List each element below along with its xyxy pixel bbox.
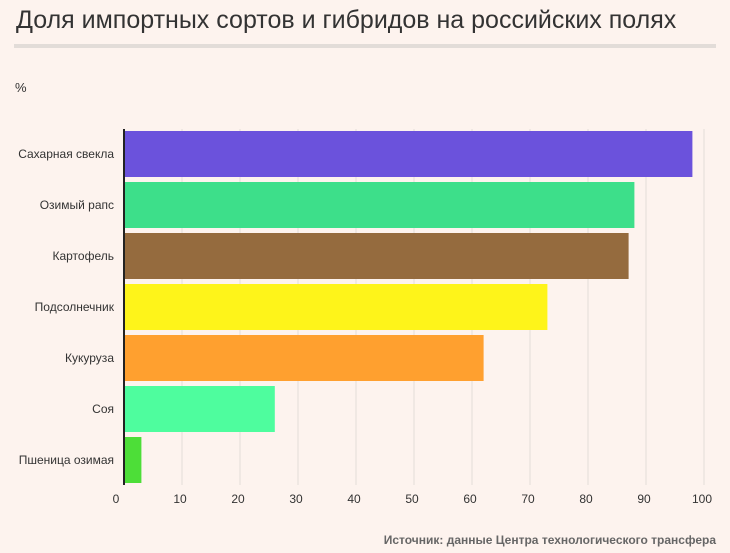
bar	[124, 284, 548, 330]
x-tick-label: 50	[405, 492, 419, 506]
x-tick-label: 100	[692, 492, 712, 506]
x-tick-label: 40	[347, 492, 361, 506]
x-tick-label: 60	[463, 492, 477, 506]
chart-title: Доля импортных сортов и гибридов на росс…	[16, 6, 677, 34]
title-divider	[14, 44, 716, 48]
x-tick-labels: 0 10 20 30 40 50 60 70 80 90 100	[113, 492, 713, 506]
x-tick-label: 10	[173, 492, 187, 506]
source-note: Источник: данные Центра технологического…	[383, 533, 716, 547]
x-tick-label: 90	[637, 492, 651, 506]
bar	[124, 335, 484, 381]
category-labels: Сахарная свекла Озимый рапс Картофель Подсо…	[18, 147, 115, 467]
category-label: Пшеница озимая	[19, 453, 114, 467]
bar	[124, 131, 693, 177]
category-label: Картофель	[52, 249, 114, 263]
bar	[124, 233, 629, 279]
bars	[124, 131, 693, 483]
category-label: Подсолнечник	[35, 300, 115, 314]
bar	[124, 386, 275, 432]
category-label: Кукуруза	[65, 351, 114, 365]
category-label: Озимый рапс	[40, 198, 114, 212]
bar	[124, 182, 635, 228]
x-tick-label: 30	[289, 492, 303, 506]
bar	[124, 437, 142, 483]
x-tick-label: 80	[579, 492, 593, 506]
category-label: Сахарная свекла	[18, 147, 114, 161]
x-tick-label: 0	[113, 492, 120, 506]
x-tick-label: 20	[231, 492, 245, 506]
unit-label: %	[15, 80, 27, 95]
x-tick-label: 70	[521, 492, 535, 506]
category-label: Соя	[92, 402, 114, 416]
